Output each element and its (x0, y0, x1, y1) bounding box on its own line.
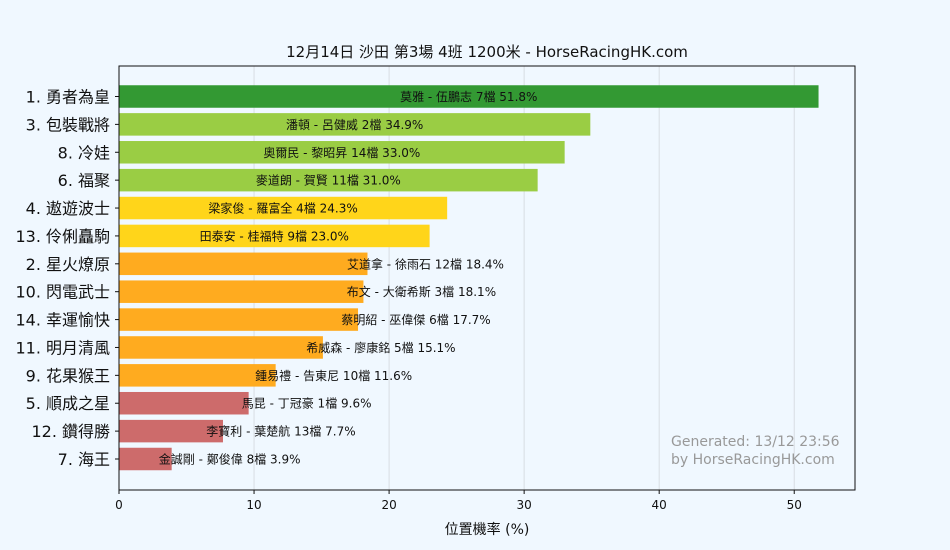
bar-label: 潘頓 - 呂健威 2檔 34.9% (286, 118, 423, 132)
bar-label: 艾道拿 - 徐雨石 12檔 18.4% (347, 256, 504, 271)
bar (119, 308, 359, 331)
x-axis-label: 位置機率 (%) (445, 521, 530, 538)
bar (119, 196, 448, 220)
watermark-site: by HorseRacingHK.com (671, 452, 835, 468)
y-tick-label: 1. 勇者為皇 (26, 88, 110, 107)
bar-label: 金誠剛 - 鄭俊偉 8檔 3.9% (159, 452, 301, 467)
y-tick-label: 11. 明月清風 (15, 338, 110, 357)
bar-label: 蔡明紹 - 巫偉傑 6檔 17.7% (341, 313, 490, 327)
plot-frame (118, 65, 856, 491)
bar-label: 麥道朗 - 賀賢 11檔 31.0% (256, 174, 401, 188)
y-tick-label: 2. 星火燎原 (26, 255, 110, 274)
x-tick-label: 10 (246, 498, 261, 512)
x-tick-label: 50 (787, 498, 802, 512)
bar (119, 419, 223, 443)
x-tick-label: 40 (652, 498, 667, 512)
plot-area (119, 66, 855, 490)
bar (119, 364, 276, 387)
grid-lines (253, 66, 795, 490)
watermark-generated: Generated: 13/12 23:56 (671, 434, 840, 450)
axes: 0 10 20 30 40 50 (115, 65, 856, 512)
bar (119, 224, 430, 248)
y-tick-label: 14. 幸運愉快 (15, 311, 110, 330)
bar (119, 336, 323, 359)
bar-label: 布文 - 大衛希斯 3檔 18.1% (347, 284, 496, 299)
bar-label: 奧爾民 - 黎昭昇 14檔 33.0% (263, 146, 420, 160)
y-tick-label: 9. 花果猴王 (26, 366, 110, 385)
y-tick-label: 6. 福聚 (58, 171, 110, 190)
bar-label: 莫雅 - 伍鵬志 7檔 51.8% (400, 89, 537, 104)
bar (119, 168, 538, 192)
bar-label: 李寶利 - 葉楚航 13檔 7.7% (206, 424, 355, 439)
bar-label: 田泰安 - 桂福特 9檔 23.0% (200, 228, 349, 243)
y-tick-label: 7. 海王 (58, 450, 110, 469)
bar (119, 113, 591, 136)
x-tick-label: 30 (516, 498, 531, 512)
y-tick-label: 5. 順成之星 (26, 394, 110, 413)
bar-label: 馬昆 - 丁冠豪 1檔 9.6% (242, 396, 372, 411)
y-tick-label: 13. 伶俐矗駒 (15, 227, 110, 246)
y-tick-label: 8. 冷娃 (58, 143, 110, 162)
bar-label: 梁家俊 - 羅富全 4檔 24.3% (208, 201, 357, 216)
chart-title: 12月14日 沙田 第3場 4班 1200米 - HorseRacingHK.c… (286, 43, 688, 61)
bar (119, 252, 368, 276)
x-tick-label: 0 (115, 498, 123, 512)
bar (119, 391, 249, 415)
y-tick-label: 12. 鑽得勝 (31, 422, 110, 441)
bar (119, 85, 819, 108)
x-tick-label: 20 (381, 498, 396, 512)
bar (119, 141, 565, 164)
bar-label: 鍾易禮 - 告東尼 10檔 11.6% (255, 369, 412, 383)
bar (119, 447, 172, 471)
y-tick-label: 10. 閃電武士 (15, 283, 110, 302)
watermark: Generated: 13/12 23:56 by HorseRacingHK.… (671, 434, 840, 468)
y-tick-label: 3. 包裝戰將 (26, 115, 110, 134)
y-tick-label: 4. 遨遊波士 (26, 199, 110, 218)
bar (119, 280, 364, 303)
bar-label: 希威森 - 廖康銘 5檔 15.1% (306, 340, 455, 355)
